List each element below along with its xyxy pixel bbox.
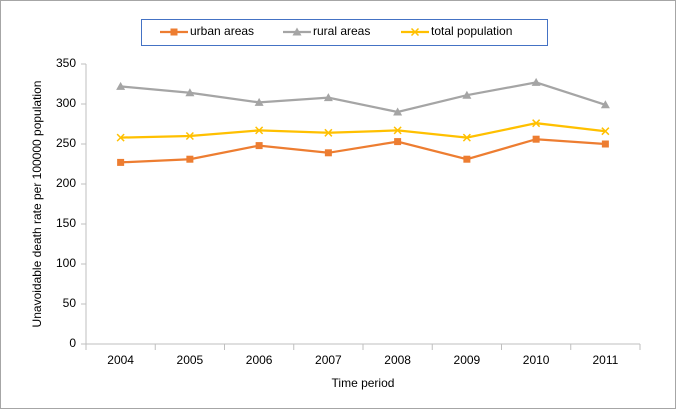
legend-label: urban areas — [190, 24, 254, 38]
series-line — [120, 138, 606, 164]
marker — [255, 142, 263, 150]
marker — [601, 127, 610, 136]
x-tick-label: 2006 — [246, 353, 273, 367]
y-tick-label: 250 — [56, 136, 76, 150]
marker — [410, 27, 420, 37]
y-tick-label: 300 — [56, 96, 76, 110]
x-tick-label: 2011 — [592, 353, 618, 367]
marker — [462, 133, 471, 142]
marker — [601, 140, 609, 148]
x-tick-label: 2009 — [454, 353, 481, 367]
marker — [393, 126, 402, 135]
marker — [600, 100, 610, 109]
marker — [117, 158, 125, 166]
x-tick-label: 2004 — [107, 353, 134, 367]
x-tick-label: 2007 — [315, 353, 342, 367]
y-tick-label: 200 — [56, 176, 76, 190]
series-line — [120, 81, 606, 114]
x-axis-title: Time period — [332, 376, 395, 390]
y-axis-title: Unavoidable death rate per 100000 popula… — [30, 81, 44, 328]
marker — [324, 128, 333, 137]
marker — [116, 133, 125, 142]
legend-label: rural areas — [313, 24, 370, 38]
marker — [323, 93, 333, 102]
marker — [393, 107, 403, 116]
x-tick-label: 2005 — [177, 353, 204, 367]
marker — [394, 138, 402, 146]
marker — [185, 131, 194, 141]
marker — [186, 155, 194, 163]
marker — [116, 81, 126, 90]
marker — [324, 149, 332, 157]
x-tick-label: 2010 — [523, 353, 550, 367]
marker — [532, 135, 540, 143]
legend-box — [141, 19, 548, 46]
marker — [462, 90, 472, 99]
y-tick-label: 100 — [56, 256, 76, 270]
marker — [292, 27, 302, 36]
y-tick-label: 350 — [56, 56, 76, 70]
x-tick-label: 2008 — [384, 353, 411, 367]
marker — [185, 88, 195, 97]
legend-label: total population — [431, 24, 512, 38]
marker — [254, 97, 264, 106]
marker — [255, 126, 264, 135]
marker — [531, 77, 541, 86]
marker — [532, 119, 541, 128]
y-tick-label: 50 — [63, 296, 77, 310]
y-tick-label: 150 — [56, 216, 76, 230]
marker — [170, 28, 178, 36]
series-line — [120, 122, 606, 139]
marker — [463, 155, 471, 163]
y-tick-label: 0 — [69, 336, 76, 350]
